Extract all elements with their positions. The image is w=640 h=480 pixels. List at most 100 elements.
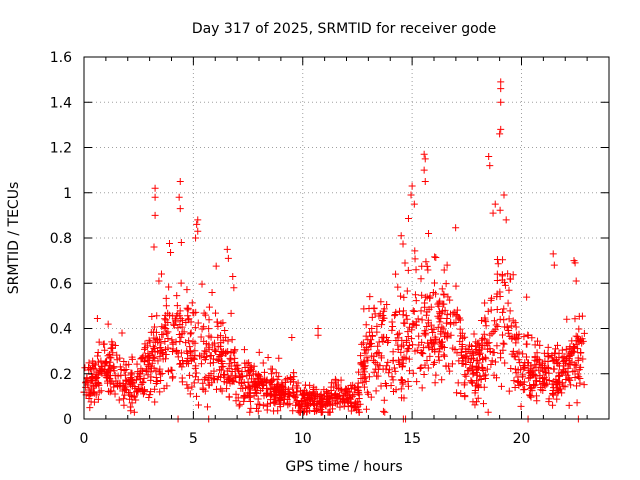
data-point (240, 393, 248, 401)
data-point (258, 377, 266, 385)
data-point (352, 404, 360, 412)
data-point (491, 358, 499, 366)
data-point (556, 371, 564, 379)
data-point (156, 388, 164, 396)
data-point (122, 377, 130, 385)
data-point (481, 314, 489, 322)
data-point (452, 224, 460, 232)
data-point (206, 359, 214, 367)
data-point (536, 371, 544, 379)
data-point (161, 311, 169, 319)
y-tick-label: 1.2 (50, 141, 72, 157)
data-point-peak (497, 98, 505, 106)
data-point (114, 372, 122, 380)
data-point (391, 312, 399, 320)
data-point (224, 375, 232, 383)
data-point (303, 402, 311, 410)
data-point (170, 321, 178, 329)
data-point-peak (194, 227, 202, 235)
data-point (177, 315, 185, 323)
data-point (342, 385, 350, 393)
data-point (372, 387, 380, 395)
data-point (432, 290, 440, 298)
data-point (507, 275, 515, 283)
data-point (481, 299, 489, 307)
data-point (539, 387, 547, 395)
data-point (106, 358, 114, 366)
data-point (475, 359, 483, 367)
data-point (340, 396, 348, 404)
data-point (183, 381, 191, 389)
data-point (200, 337, 208, 345)
data-point (520, 333, 528, 341)
data-point (284, 388, 292, 396)
data-point (567, 381, 575, 389)
data-point (232, 397, 240, 405)
data-point (565, 401, 573, 409)
data-point (324, 396, 332, 404)
data-point (517, 402, 525, 410)
data-point (375, 349, 383, 357)
data-point (359, 339, 367, 347)
data-point (222, 349, 230, 357)
data-point (506, 307, 514, 315)
data-point (565, 357, 573, 365)
data-point (162, 355, 170, 363)
data-point (481, 341, 489, 349)
data-point (361, 349, 369, 357)
data-point (521, 362, 529, 370)
data-point (184, 312, 192, 320)
data-point (113, 356, 121, 364)
data-point (548, 354, 556, 362)
data-point (240, 346, 248, 354)
data-point (147, 376, 155, 384)
data-point (281, 376, 289, 384)
data-point (364, 390, 372, 398)
data-point (118, 329, 126, 337)
data-point (259, 359, 267, 367)
data-point (197, 352, 205, 360)
y-tick-label: 1 (63, 186, 72, 202)
data-point (273, 376, 281, 384)
data-point (438, 338, 446, 346)
data-point (148, 359, 156, 367)
data-point (461, 393, 469, 401)
data-point-peak (229, 272, 237, 280)
data-point (90, 360, 98, 368)
data-point (230, 378, 238, 386)
data-point (392, 308, 400, 316)
data-point (374, 342, 382, 350)
data-point (292, 401, 300, 409)
data-point (530, 367, 538, 375)
data-point (173, 302, 181, 310)
data-point (542, 368, 550, 376)
data-point (214, 356, 222, 364)
data-point (178, 330, 186, 338)
data-point (428, 326, 436, 334)
data-point (500, 305, 508, 313)
data-point (559, 382, 567, 390)
data-point (404, 378, 412, 386)
data-point (541, 357, 549, 365)
data-point (562, 356, 570, 364)
data-point (528, 387, 536, 395)
data-point-peak (193, 220, 201, 228)
data-point-peak (421, 155, 429, 163)
data-point (501, 281, 509, 289)
data-point (127, 373, 135, 381)
y-tick-label: 1.6 (50, 50, 72, 66)
data-point (362, 344, 370, 352)
data-point (169, 339, 177, 347)
data-point (260, 382, 268, 390)
data-point (531, 341, 539, 349)
data-point (275, 372, 283, 380)
data-point (462, 372, 470, 380)
data-point (390, 364, 398, 372)
data-point (240, 394, 248, 402)
data-point (360, 383, 368, 391)
data-point (144, 350, 152, 358)
data-point (218, 387, 226, 395)
data-point (389, 356, 397, 364)
data-point (348, 402, 356, 410)
data-point (177, 279, 185, 287)
